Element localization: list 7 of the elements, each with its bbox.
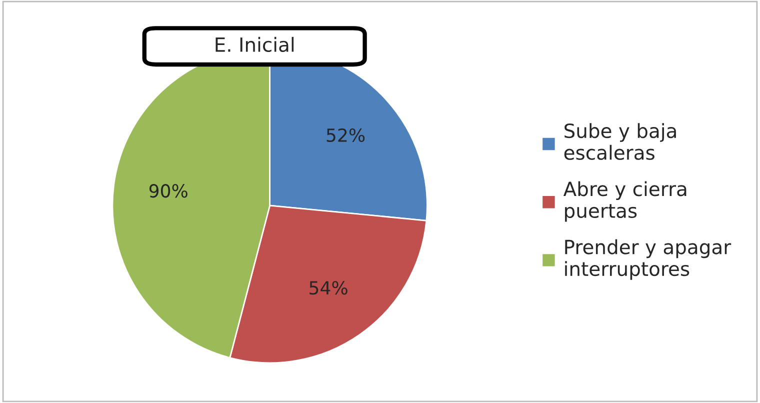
data-label: 54%	[310, 281, 348, 295]
chart-title: E. Inicial	[216, 36, 294, 52]
legend-label: Prender y apagar interruptores	[565, 239, 732, 280]
data-label: 52%	[326, 128, 365, 142]
legend-label: Abre y cierra puertas	[563, 181, 686, 222]
data-label: 90%	[149, 184, 188, 198]
legend-label: Sube y baja escaleras	[564, 123, 676, 160]
